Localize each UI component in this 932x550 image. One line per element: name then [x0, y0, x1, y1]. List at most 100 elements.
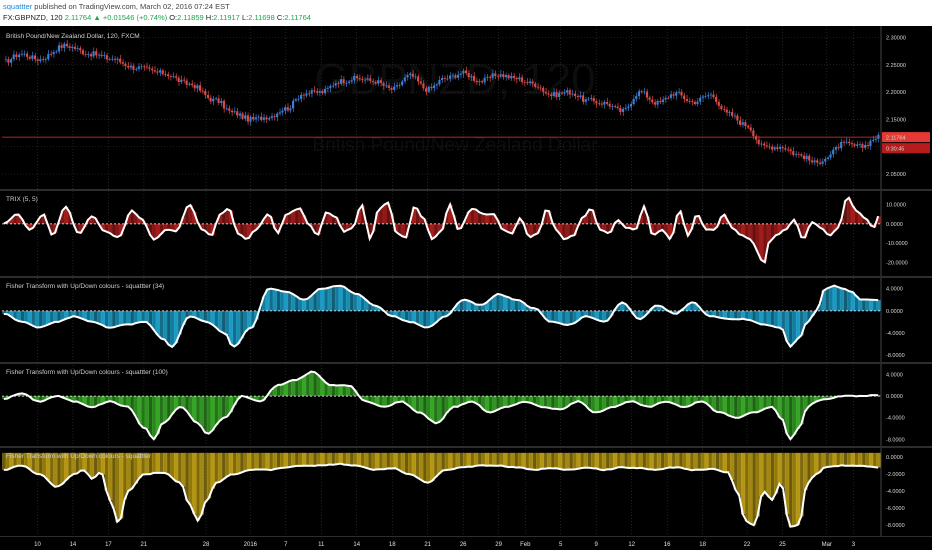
candle-body	[395, 85, 398, 87]
indicator-column	[590, 210, 596, 224]
indicator-column	[408, 396, 413, 407]
candle-body	[528, 81, 531, 84]
indicator-column	[419, 216, 424, 224]
candle-body	[307, 93, 311, 95]
indicator-column	[773, 396, 779, 411]
candle-body	[87, 54, 90, 55]
indicator-column	[71, 396, 76, 402]
indicator-column	[144, 310, 149, 323]
indicator-column	[247, 452, 252, 471]
indicator-column	[697, 452, 702, 470]
candle-body	[499, 74, 502, 77]
indicator-column	[462, 452, 468, 468]
indicator-column	[364, 299, 369, 311]
indicator-column	[283, 215, 288, 224]
indicator-column	[755, 310, 760, 324]
indicator-column	[876, 452, 881, 468]
candle-body	[746, 126, 750, 128]
indicator-column	[64, 310, 69, 319]
chart-area[interactable]: GBPNZD, 120 British Pound/New Zealand Dol…	[0, 26, 932, 550]
indicator-column	[708, 396, 713, 407]
candle-body	[233, 111, 236, 113]
indicator-column	[217, 452, 223, 483]
indicator-column	[78, 223, 84, 233]
indicator-column	[419, 452, 424, 480]
indicator-column	[759, 310, 764, 325]
indicator-column	[473, 304, 479, 311]
indicator-column	[75, 452, 80, 474]
candle-body	[257, 116, 260, 118]
indicator-column	[686, 223, 691, 236]
indicator-column	[437, 310, 442, 320]
indicator-column	[715, 310, 720, 318]
candle-body	[677, 91, 680, 93]
indicator-column	[356, 210, 362, 224]
indicator-column	[700, 452, 705, 470]
indicator-column	[451, 396, 457, 407]
indicator-column	[872, 452, 877, 468]
indicator-column	[876, 395, 881, 397]
indicator-column	[653, 223, 658, 235]
price-change: +0.01546 (+0.74%)	[102, 13, 168, 22]
indicator-column	[34, 396, 40, 401]
candle-body	[629, 103, 633, 107]
indicator-column	[53, 310, 58, 322]
chart-canvas[interactable]: GBPNZD, 120 British Pound/New Zealand Dol…	[0, 26, 932, 550]
candle-body	[534, 83, 537, 87]
watermark-description: British Pound/New Zealand Dollar	[312, 135, 598, 156]
indicator-column	[38, 310, 43, 328]
indicator-column	[759, 223, 764, 260]
candle-body	[270, 116, 273, 119]
candle-body	[621, 108, 625, 112]
indicator-axis-tick: -20.0000	[886, 260, 908, 266]
indicator-column	[301, 215, 307, 224]
candle-body	[398, 85, 401, 86]
candle-body	[786, 149, 790, 151]
indicator-column	[708, 310, 713, 317]
indicator-column	[323, 288, 329, 311]
candle-body	[566, 90, 569, 93]
indicator-column	[269, 452, 274, 471]
indicator-column	[730, 396, 735, 417]
candle-body	[230, 110, 233, 113]
indicator-column	[605, 452, 610, 470]
indicator-column	[137, 452, 142, 479]
indicator-column	[587, 209, 592, 224]
indicator-column	[184, 310, 190, 319]
candle-body	[23, 53, 26, 55]
indicator-column	[203, 396, 208, 433]
indicator-column	[550, 452, 556, 469]
indicator-column	[2, 452, 7, 470]
indicator-column	[345, 289, 351, 311]
indicator-column	[572, 310, 577, 324]
indicator-column	[499, 294, 504, 311]
candle-body	[725, 109, 728, 113]
time-axis-label: 16	[664, 542, 671, 548]
price-axis-tick: 2.30000	[886, 35, 906, 41]
indicator-column	[159, 223, 164, 235]
candle-body	[584, 99, 587, 102]
candlestick-series	[4, 40, 880, 167]
candle-body	[579, 95, 582, 98]
candle-body	[845, 141, 848, 143]
indicator-column	[784, 396, 790, 434]
indicator-column	[817, 223, 823, 228]
indicator-column	[338, 285, 343, 311]
indicator-column	[170, 396, 175, 415]
indicator-column	[342, 286, 347, 311]
price-axis-tick: 2.05000	[886, 172, 906, 178]
indicator-column	[733, 452, 738, 490]
author-link[interactable]: squattter	[3, 2, 33, 11]
indicator-column	[345, 385, 351, 397]
candle-body	[182, 79, 186, 81]
indicator-column	[484, 302, 490, 311]
indicator-column	[656, 223, 662, 232]
indicator-column	[320, 452, 325, 466]
candle-body	[850, 143, 853, 145]
candle-body	[526, 82, 529, 84]
indicator-column	[309, 371, 314, 397]
symbol-label[interactable]: FX:GBPNZD, 120	[3, 13, 63, 22]
indicator-column	[283, 383, 288, 397]
indicator-column	[576, 396, 581, 402]
indicator-column	[865, 299, 870, 311]
